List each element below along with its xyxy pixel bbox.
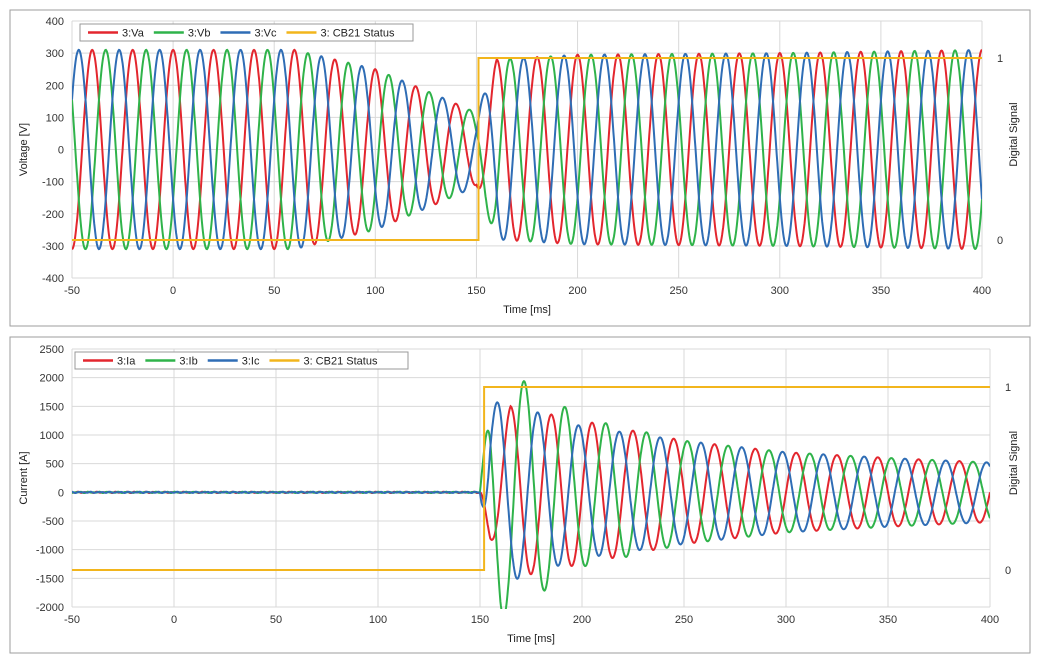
- legend-label: 3:Vc: [254, 28, 277, 40]
- chart-panel-2: -50 0 50 100 150 200 250 300 350 400-2000-1500-10…: [9, 336, 1031, 654]
- y-axis-label: Voltage [V]: [18, 123, 30, 176]
- x-axis-label: Time [ms]: [507, 633, 555, 645]
- legend: 3:Ia 3:Ib 3:Ic 3: CB21 Status: [74, 351, 409, 370]
- x-tick-label: 400: [973, 285, 991, 297]
- legend-label: 3: CB21 Status: [303, 356, 377, 368]
- x-tick-label: 400: [981, 614, 999, 626]
- y-tick-label: -300: [42, 241, 64, 253]
- chart-frame: [9, 336, 1031, 654]
- x-tick-label: 150: [467, 285, 485, 297]
- y-tick-label: 0: [58, 145, 64, 157]
- series-line: [72, 48, 982, 251]
- x-tick-label: 50: [270, 614, 282, 626]
- y-tick-label: 300: [46, 48, 64, 60]
- y-tick-label: 500: [46, 459, 64, 471]
- x-tick-label: 350: [879, 614, 897, 626]
- y-tick-label: -500: [42, 516, 64, 528]
- x-tick-label: 100: [369, 614, 387, 626]
- chart-panel-1: -50 0 50 100 150 200 250 300 350 400-400-300-200-…: [9, 9, 1031, 327]
- y-tick-label: 1500: [40, 401, 64, 413]
- x-tick-label: 50: [268, 285, 280, 297]
- gridlines: [71, 348, 991, 608]
- legend-label: 3:Ic: [242, 356, 260, 368]
- x-tick-label: 350: [872, 285, 890, 297]
- gridlines: [71, 20, 983, 279]
- chart-frame: [9, 9, 1031, 327]
- x-tick-label: -50: [64, 614, 80, 626]
- x-tick-label: 200: [573, 614, 591, 626]
- y-tick-label: 400: [46, 16, 64, 28]
- y-tick-label: 1000: [40, 430, 64, 442]
- series-line: [72, 48, 982, 251]
- y-tick-label: 0: [58, 487, 64, 499]
- series-group: [72, 48, 982, 251]
- legend-box: [74, 351, 409, 370]
- y-tick-label: -2000: [36, 602, 64, 614]
- x-tick-label: 250: [675, 614, 693, 626]
- legend-label: 3:Va: [122, 28, 145, 40]
- legend-label: 3: CB21 Status: [320, 28, 394, 40]
- legend: 3:Va 3:Vb 3:Vc 3: CB21 Status: [79, 23, 414, 42]
- y2-tick-label: 0: [1005, 565, 1011, 577]
- y2-axis-label: Digital Signal: [1008, 102, 1020, 166]
- x-tick-label: 0: [171, 614, 177, 626]
- x-axis-label: Time [ms]: [503, 304, 551, 316]
- y-tick-label: 200: [46, 80, 64, 92]
- y2-tick-label: 1: [1005, 382, 1011, 394]
- x-tick-label: -50: [64, 285, 80, 297]
- series-line: [72, 401, 990, 580]
- x-tick-label: 300: [771, 285, 789, 297]
- y-tick-label: -1500: [36, 573, 64, 585]
- series-line: [72, 386, 990, 571]
- y-tick-label: -100: [42, 177, 64, 189]
- series-line: [72, 57, 982, 241]
- series-group: [72, 380, 990, 609]
- series-line: [72, 48, 982, 251]
- y-tick-label: -400: [42, 273, 64, 285]
- x-tick-label: 100: [366, 285, 384, 297]
- y-tick-label: -200: [42, 209, 64, 221]
- x-tick-label: 250: [669, 285, 687, 297]
- y-tick-label: -1000: [36, 545, 64, 557]
- y-tick-label: 2000: [40, 373, 64, 385]
- x-tick-label: 200: [568, 285, 586, 297]
- y2-tick-label: 1: [997, 53, 1003, 65]
- y-tick-label: 100: [46, 112, 64, 124]
- y2-tick-label: 0: [997, 235, 1003, 247]
- x-tick-label: 300: [777, 614, 795, 626]
- x-tick-label: 150: [471, 614, 489, 626]
- y-tick-label: 2500: [40, 344, 64, 356]
- x-tick-label: 0: [170, 285, 176, 297]
- legend-label: 3:Vb: [188, 28, 211, 40]
- y2-axis-label: Digital Signal: [1008, 431, 1020, 495]
- legend-label: 3:Ib: [179, 356, 197, 368]
- y-axis-label: Current [A]: [18, 451, 30, 504]
- legend-label: 3:Ia: [117, 356, 136, 368]
